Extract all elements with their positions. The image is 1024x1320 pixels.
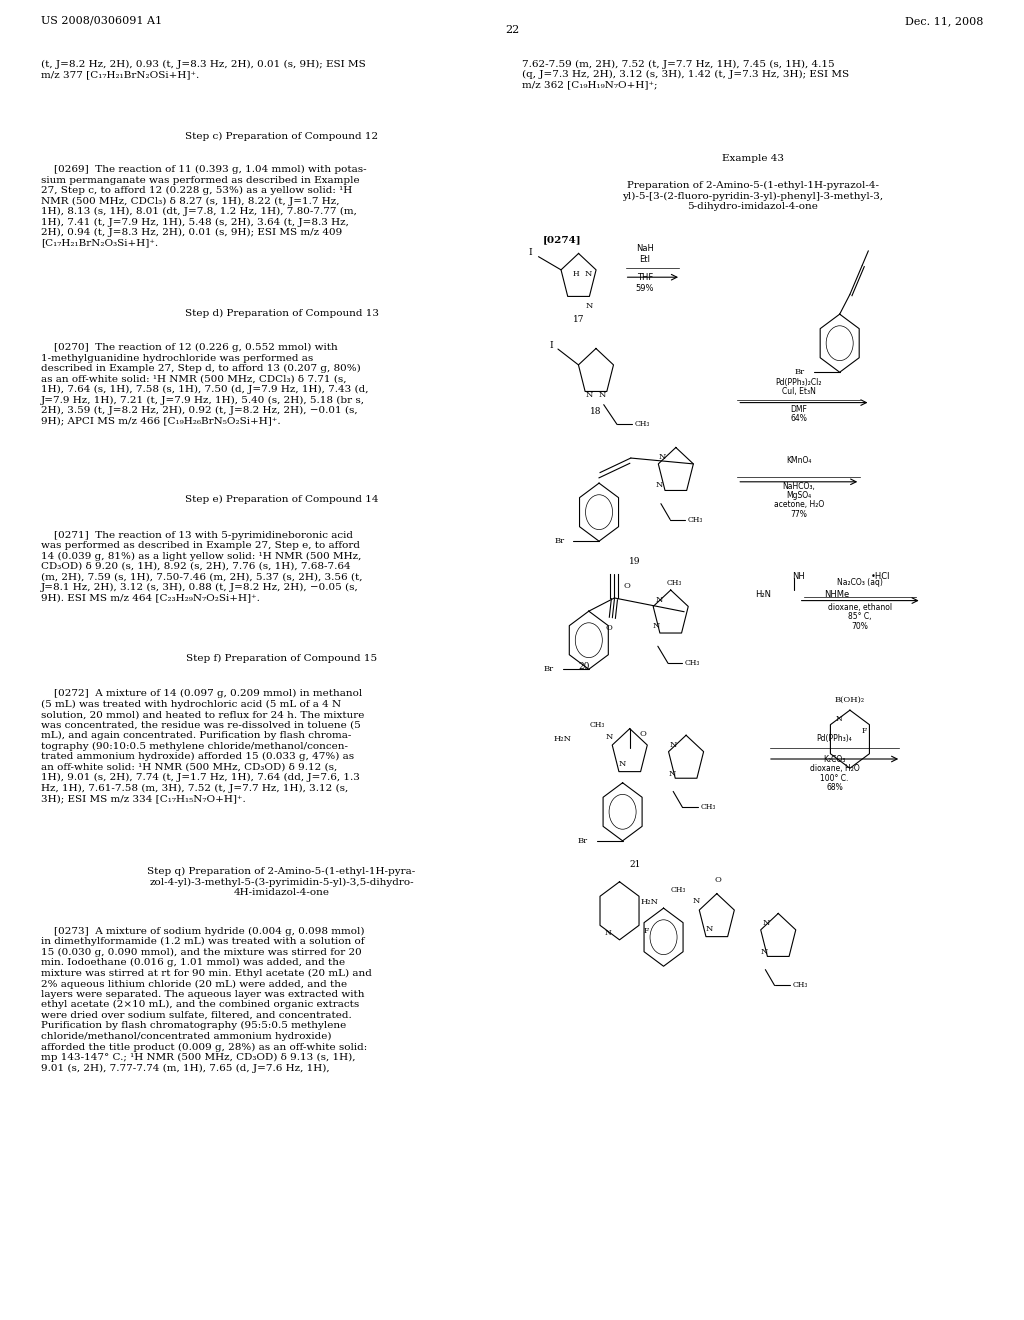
Text: CH₃: CH₃ xyxy=(688,516,703,524)
Text: N: N xyxy=(692,896,699,904)
Text: KMnO₄: KMnO₄ xyxy=(786,455,811,465)
Text: N: N xyxy=(655,595,663,603)
Text: 85° C,: 85° C, xyxy=(849,612,871,622)
Text: CH₃: CH₃ xyxy=(671,886,686,894)
Text: N: N xyxy=(585,269,592,277)
Text: Pd(PPh₃)₂Cl₂: Pd(PPh₃)₂Cl₂ xyxy=(775,378,822,387)
Text: CuI, Et₃N: CuI, Et₃N xyxy=(781,387,816,396)
Text: N: N xyxy=(706,925,713,933)
Text: [0273]  A mixture of sodium hydride (0.004 g, 0.098 mmol)
in dimethylformamide (: [0273] A mixture of sodium hydride (0.00… xyxy=(41,927,372,1073)
Text: EtI: EtI xyxy=(640,255,650,264)
Text: N: N xyxy=(670,741,677,748)
Text: O: O xyxy=(715,876,721,884)
Text: N: N xyxy=(618,760,626,768)
Text: NH: NH xyxy=(793,572,805,581)
Text: CH₃: CH₃ xyxy=(685,660,700,668)
Text: Dec. 11, 2008: Dec. 11, 2008 xyxy=(904,16,983,26)
Text: 19: 19 xyxy=(629,557,641,565)
Text: 100° C.: 100° C. xyxy=(820,774,849,783)
Text: K₂CO₃: K₂CO₃ xyxy=(823,755,846,764)
Text: THF: THF xyxy=(637,273,653,282)
Text: NaH: NaH xyxy=(636,244,654,253)
Text: 20: 20 xyxy=(578,663,590,671)
Text: F: F xyxy=(643,927,648,935)
Text: Example 43: Example 43 xyxy=(722,154,783,164)
Text: Br: Br xyxy=(554,537,564,545)
Text: Step e) Preparation of Compound 14: Step e) Preparation of Compound 14 xyxy=(185,495,378,504)
Text: N: N xyxy=(586,392,593,400)
Text: 7.62-7.59 (m, 2H), 7.52 (t, J=7.7 Hz, 1H), 7.45 (s, 1H), 4.15
(q, J=7.3 Hz, 2H),: 7.62-7.59 (m, 2H), 7.52 (t, J=7.7 Hz, 1H… xyxy=(522,59,849,90)
Text: Step c) Preparation of Compound 12: Step c) Preparation of Compound 12 xyxy=(185,132,378,141)
Text: Step q) Preparation of 2-Amino-5-(1-ethyl-1H-pyra-
zol-4-yl)-3-methyl-5-(3-pyrim: Step q) Preparation of 2-Amino-5-(1-ethy… xyxy=(147,867,416,898)
Text: 21: 21 xyxy=(629,861,641,869)
Text: CH₃: CH₃ xyxy=(635,421,650,429)
Text: US 2008/0306091 A1: US 2008/0306091 A1 xyxy=(41,16,162,26)
Text: N: N xyxy=(599,392,606,400)
Text: [0270]  The reaction of 12 (0.226 g, 0.552 mmol) with
1-methylguanidine hydrochl: [0270] The reaction of 12 (0.226 g, 0.55… xyxy=(41,343,369,426)
Text: [0272]  A mixture of 14 (0.097 g, 0.209 mmol) in methanol
(5 mL) was treated wit: [0272] A mixture of 14 (0.097 g, 0.209 m… xyxy=(41,689,365,803)
Text: I: I xyxy=(549,341,553,350)
Text: N: N xyxy=(658,453,666,461)
Text: O: O xyxy=(624,582,631,590)
Text: CH₃: CH₃ xyxy=(667,578,682,586)
Text: •HCl: •HCl xyxy=(870,572,890,581)
Text: H₂N: H₂N xyxy=(755,590,771,599)
Text: 68%: 68% xyxy=(826,783,843,792)
Text: dioxane, H₂O: dioxane, H₂O xyxy=(810,764,859,774)
Text: acetone, H₂O: acetone, H₂O xyxy=(773,500,824,510)
Text: Step f) Preparation of Compound 15: Step f) Preparation of Compound 15 xyxy=(186,653,377,663)
Text: 18: 18 xyxy=(590,408,602,416)
Text: Br: Br xyxy=(544,665,554,673)
Text: DMF: DMF xyxy=(791,405,807,414)
Text: N: N xyxy=(652,623,659,631)
Text: 64%: 64% xyxy=(791,414,807,424)
Text: N: N xyxy=(761,949,768,957)
Text: CH₃: CH₃ xyxy=(589,721,604,729)
Text: Br: Br xyxy=(578,837,588,845)
Text: 77%: 77% xyxy=(791,510,807,519)
Text: N: N xyxy=(762,919,769,927)
Text: N: N xyxy=(669,771,676,779)
Text: O: O xyxy=(639,730,646,738)
Text: H: H xyxy=(572,269,579,277)
Text: O: O xyxy=(606,624,612,632)
Text: (t, J=8.2 Hz, 2H), 0.93 (t, J=8.3 Hz, 2H), 0.01 (s, 9H); ESI MS
m/z 377 [C₁₇H₂₁B: (t, J=8.2 Hz, 2H), 0.93 (t, J=8.3 Hz, 2H… xyxy=(41,59,366,79)
Text: N: N xyxy=(604,929,611,937)
Text: Step d) Preparation of Compound 13: Step d) Preparation of Compound 13 xyxy=(184,309,379,318)
Text: 17: 17 xyxy=(572,315,585,323)
Text: 59%: 59% xyxy=(636,284,654,293)
Text: Pd(PPh₃)₄: Pd(PPh₃)₄ xyxy=(817,734,852,743)
Text: H₂N: H₂N xyxy=(640,898,658,906)
Text: NaHCO₃,: NaHCO₃, xyxy=(782,482,815,491)
Text: N: N xyxy=(836,715,843,723)
Text: I: I xyxy=(528,248,532,257)
Text: NHMe: NHMe xyxy=(824,590,850,599)
Text: N: N xyxy=(655,482,663,490)
Text: Na₂CO₃ (aq): Na₂CO₃ (aq) xyxy=(838,578,883,587)
Text: Preparation of 2-Amino-5-(1-ethyl-1H-pyrazol-4-
yl)-5-[3-(2-fluoro-pyridin-3-yl): Preparation of 2-Amino-5-(1-ethyl-1H-pyr… xyxy=(622,181,884,211)
Text: CH₃: CH₃ xyxy=(793,982,808,990)
Text: [0274]: [0274] xyxy=(543,235,582,244)
Text: H₂N: H₂N xyxy=(553,735,571,743)
Text: B(OH)₂: B(OH)₂ xyxy=(835,696,865,704)
Text: F: F xyxy=(861,727,866,735)
Text: MgSO₄: MgSO₄ xyxy=(786,491,811,500)
Text: dioxane, ethanol: dioxane, ethanol xyxy=(828,603,892,612)
Text: N: N xyxy=(605,733,612,741)
Text: CH₃: CH₃ xyxy=(700,804,716,812)
Text: [0271]  The reaction of 13 with 5-pyrimidineboronic acid
was performed as descri: [0271] The reaction of 13 with 5-pyrimid… xyxy=(41,531,362,602)
Text: [0269]  The reaction of 11 (0.393 g, 1.04 mmol) with potas-
sium permanganate wa: [0269] The reaction of 11 (0.393 g, 1.04… xyxy=(41,165,367,248)
Text: 70%: 70% xyxy=(852,622,868,631)
Text: 22: 22 xyxy=(505,25,519,36)
Text: N: N xyxy=(586,302,593,310)
Text: Br: Br xyxy=(795,368,805,376)
